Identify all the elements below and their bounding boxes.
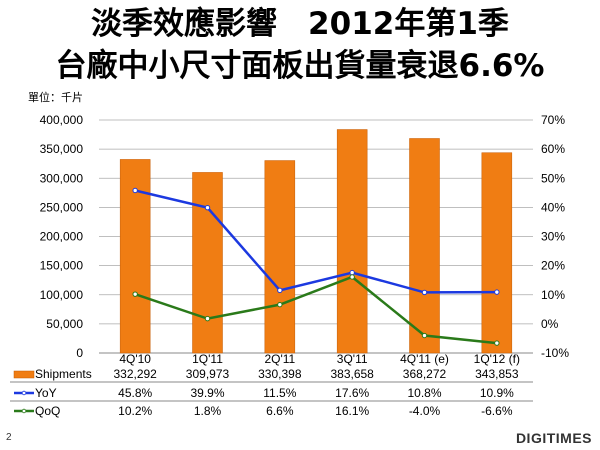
- table-cell-shipments: 383,658: [330, 367, 374, 381]
- table-cell-shipments: 332,292: [113, 367, 157, 381]
- left-tick-label: 100,000: [40, 288, 84, 302]
- left-tick-label: 400,000: [40, 113, 84, 127]
- category-label: 1Q'12 (f): [474, 352, 520, 366]
- bar-shipments: [336, 129, 368, 354]
- table-cell-shipments: 330,398: [258, 367, 302, 381]
- unit-label: 單位：千片: [28, 92, 83, 104]
- left-tick-label: 0: [76, 346, 83, 360]
- legend-key-shipments: [13, 370, 35, 379]
- category-label: 4Q'10: [119, 352, 151, 366]
- legend-key-marker: [21, 408, 27, 414]
- title-line-2: 台廠中小尺寸面板出貨量衰退6.6%: [55, 48, 545, 84]
- right-tick-label: 60%: [541, 142, 565, 156]
- line-qoq: [134, 275, 497, 345]
- left-tick-label: 50,000: [46, 317, 83, 331]
- bar-shipments: [481, 152, 513, 354]
- right-tick-label: 70%: [541, 113, 565, 127]
- table-cell-yoy: 39.9%: [190, 386, 224, 400]
- legend-key-marker: [21, 390, 27, 396]
- table-cell-shipments: 368,272: [403, 367, 447, 381]
- right-tick-label: 50%: [541, 171, 565, 185]
- left-tick-label: 200,000: [40, 230, 84, 244]
- point-yoy: [277, 287, 283, 294]
- page-number: 2: [6, 432, 12, 443]
- legend-label-yoy: YoY: [35, 386, 57, 400]
- bar-shipments: [192, 172, 223, 354]
- right-tick-label: -10%: [541, 346, 569, 360]
- right-tick-label: 10%: [541, 288, 565, 302]
- digitimes-logo: DIGITIMES: [515, 430, 592, 446]
- line-yoy: [134, 189, 497, 294]
- legend-label-qoq: QoQ: [35, 404, 60, 418]
- point-yoy: [494, 289, 500, 295]
- table-cell-qoq: 1.8%: [194, 404, 222, 418]
- point-yoy: [421, 289, 428, 296]
- table-cell-yoy: 10.9%: [480, 386, 514, 400]
- point-qoq: [132, 291, 138, 297]
- category-label: 4Q'11 (e): [400, 352, 449, 366]
- legend-label-shipments: Shipments: [35, 367, 92, 381]
- category-label: 2Q'11: [264, 352, 295, 366]
- left-tick-label: 150,000: [40, 259, 84, 273]
- right-tick-label: 0%: [541, 317, 559, 331]
- table-cell-shipments: 343,853: [475, 367, 519, 381]
- table-cell-yoy: 45.8%: [118, 386, 152, 400]
- table-cell-qoq: 6.6%: [266, 404, 294, 418]
- point-yoy: [132, 187, 138, 194]
- left-tick-label: 350,000: [40, 142, 84, 156]
- table-cell-qoq: 16.1%: [335, 404, 369, 418]
- table-cell-qoq: 10.2%: [118, 404, 152, 418]
- right-tick-label: 20%: [541, 259, 565, 273]
- table-cell-qoq: -6.6%: [481, 404, 513, 418]
- point-qoq: [204, 315, 211, 322]
- bar-shipments: [264, 160, 296, 354]
- point-qoq: [349, 274, 355, 280]
- category-label: 3Q'11: [337, 352, 368, 366]
- point-yoy: [204, 204, 211, 211]
- point-qoq: [421, 332, 428, 339]
- table-cell-yoy: 11.5%: [263, 386, 296, 400]
- table-cell-qoq: -4.0%: [409, 404, 441, 418]
- table-cell-shipments: 309,973: [186, 367, 230, 381]
- right-tick-label: 40%: [541, 200, 565, 214]
- bar-shipments: [409, 138, 440, 354]
- point-yoy: [349, 269, 355, 276]
- point-qoq: [277, 301, 283, 308]
- title-line-1: 淡季效應影響 2012年第1季: [91, 6, 509, 42]
- right-tick-label: 30%: [541, 230, 565, 244]
- table-cell-yoy: 17.6%: [335, 386, 369, 400]
- point-qoq: [494, 340, 500, 346]
- category-label: 1Q'11: [192, 352, 223, 366]
- left-tick-label: 250,000: [40, 200, 84, 214]
- table-cell-yoy: 10.8%: [407, 386, 441, 400]
- left-tick-label: 300,000: [40, 171, 84, 185]
